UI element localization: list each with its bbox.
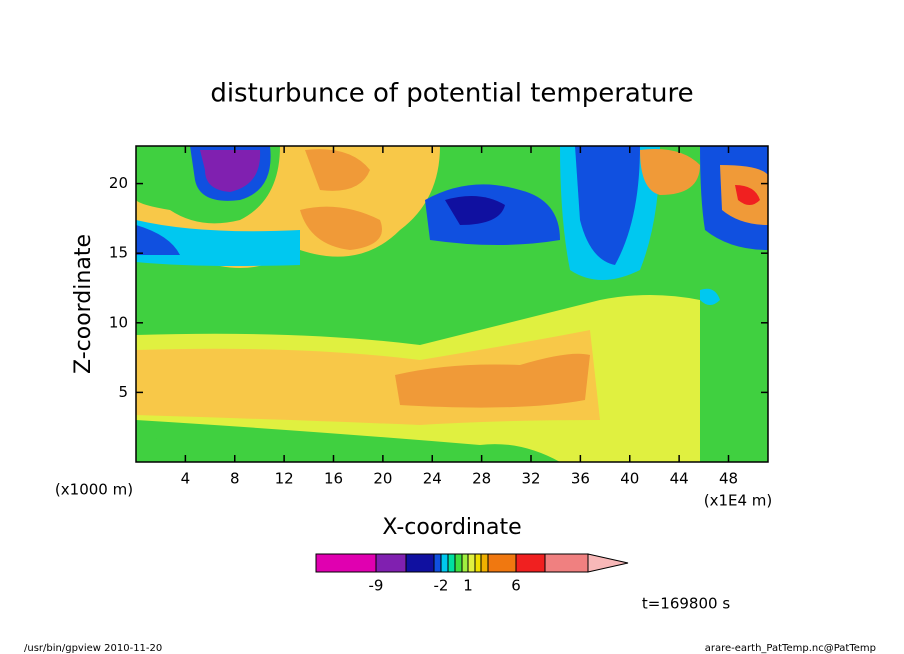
colorbar-tick-label: 1: [463, 577, 473, 595]
colorbar-segment: [447, 553, 456, 573]
x-tick-label: 24: [423, 470, 442, 488]
chart-title: disturbunce of potential temperature: [210, 79, 693, 109]
colorbar-segment: [405, 553, 435, 573]
x-tick-label: 16: [324, 470, 343, 488]
x-unit-right: (x1E4 m): [704, 492, 773, 510]
footer-right: arare-earth_PatTemp.nc@PatTemp: [705, 643, 876, 654]
colorbar-tick-label: -9: [369, 577, 384, 595]
plot-frame: [135, 145, 769, 463]
x-unit-left: (x1000 m): [55, 481, 133, 499]
x-tick-label: 8: [230, 470, 240, 488]
colorbar-segment: [461, 553, 469, 573]
x-tick-label: 12: [275, 470, 294, 488]
colorbar-segment: [433, 553, 442, 573]
colorbar-segment: [454, 553, 463, 573]
y-tick-label: 10: [109, 313, 128, 331]
colorbar-tick-label: 6: [511, 577, 521, 595]
colorbar-segment: [515, 553, 546, 573]
colorbar-extend: [587, 553, 629, 573]
x-tick-label: 32: [521, 470, 540, 488]
x-tick-label: 48: [719, 470, 738, 488]
x-axis-label: X-coordinate: [382, 515, 521, 540]
colorbar-segment: [544, 553, 589, 573]
y-tick-label: 15: [109, 244, 128, 262]
x-tick-label: 20: [373, 470, 392, 488]
x-tick-label: 44: [670, 470, 689, 488]
x-tick-label: 4: [181, 470, 191, 488]
x-tick-label: 28: [472, 470, 491, 488]
x-tick-label: 36: [571, 470, 590, 488]
x-tick-label: 40: [620, 470, 639, 488]
y-axis-label: Z-coordinate: [71, 234, 96, 374]
contour-field: [136, 146, 768, 462]
time-label: t=169800 s: [642, 595, 730, 613]
y-tick-label: 20: [109, 174, 128, 192]
colorbar-segment: [480, 553, 489, 573]
colorbar-segment: [440, 553, 449, 573]
colorbar-segment: [315, 553, 377, 573]
colorbar-tick-label: -2: [434, 577, 449, 595]
colorbar-segment: [487, 553, 517, 573]
colorbar-segment: [375, 553, 407, 573]
colorbar-segment: [467, 553, 476, 573]
footer-left: /usr/bin/gpview 2010-11-20: [24, 643, 162, 654]
colorbar-segment: [474, 553, 482, 573]
y-tick-label: 5: [118, 383, 128, 401]
